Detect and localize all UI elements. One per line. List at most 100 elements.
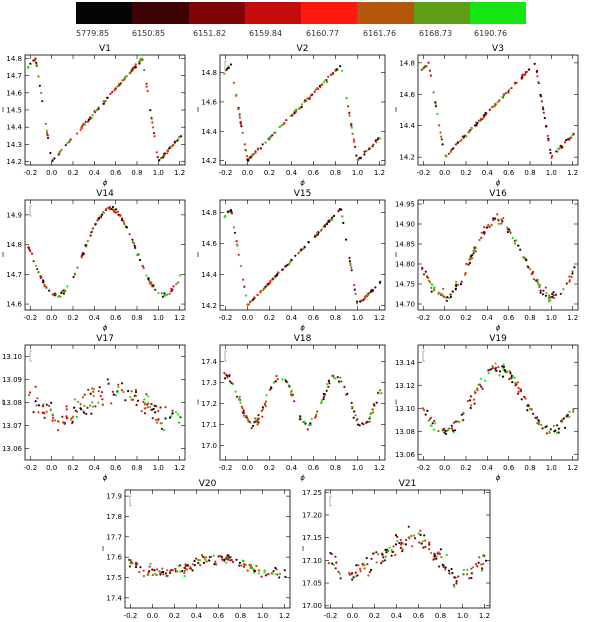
data-point: [264, 285, 267, 288]
data-point: [325, 222, 328, 225]
x-axis-label: ϕ: [103, 179, 108, 187]
data-point: [92, 390, 95, 393]
data-point: [385, 551, 388, 554]
data-point: [39, 275, 42, 278]
data-point: [48, 289, 51, 292]
data-point: [160, 571, 163, 574]
data-point: [157, 417, 160, 421]
y-tick-label: 17.4: [106, 594, 122, 602]
data-point: [41, 100, 44, 103]
data-point: [500, 218, 503, 221]
data-point: [470, 257, 474, 260]
data-point: [364, 296, 367, 299]
data-point: [480, 567, 484, 570]
error-bar: [29, 205, 32, 217]
data-point: [264, 400, 268, 403]
data-point: [542, 108, 545, 111]
data-point: [367, 292, 370, 295]
data-point: [229, 63, 233, 66]
data-point: [160, 157, 163, 160]
data-point: [75, 132, 79, 135]
data-point: [39, 276, 42, 280]
x-tick-label: 0.0: [46, 464, 57, 472]
data-point: [253, 569, 256, 572]
data-point: [256, 148, 259, 151]
y-axis-label: I: [395, 399, 397, 407]
colorbar-segment: [469, 2, 526, 24]
data-point: [547, 139, 550, 142]
data-point: [473, 246, 476, 250]
data-point: [136, 562, 139, 565]
data-point: [369, 416, 372, 419]
data-point: [540, 100, 544, 103]
data-point: [508, 228, 511, 231]
data-point: [350, 124, 353, 127]
epoch-label: 6160.77: [306, 29, 340, 38]
data-point: [116, 210, 119, 213]
panel-title: V20: [199, 479, 217, 489]
x-tick-label: 0.8: [524, 169, 535, 177]
data-point: [143, 407, 146, 410]
data-point: [109, 92, 112, 95]
data-point: [440, 138, 443, 141]
x-tick-label: 0.2: [67, 314, 78, 322]
data-point: [303, 100, 306, 104]
epoch-colorbar: [76, 2, 526, 24]
data-point: [57, 295, 60, 298]
y-axis-label: I: [2, 251, 4, 259]
data-point: [555, 431, 559, 435]
data-point: [417, 532, 420, 535]
data-point: [381, 552, 384, 555]
x-tick-label: 0.4: [89, 314, 101, 322]
y-tick-label: 14.90: [395, 221, 415, 229]
data-point: [306, 428, 309, 431]
data-point: [229, 559, 232, 562]
data-point: [350, 126, 353, 129]
data-point: [105, 208, 108, 211]
data-point: [293, 112, 296, 115]
x-tick-label: 0.2: [264, 314, 275, 322]
data-point: [370, 288, 373, 292]
data-point: [74, 409, 77, 412]
data-point: [571, 270, 574, 273]
data-point: [356, 158, 360, 161]
panel-title: V14: [96, 189, 114, 199]
data-point: [364, 422, 368, 425]
y-tick-label: 14.3: [6, 141, 22, 149]
data-point: [369, 290, 372, 293]
data-point: [490, 223, 493, 226]
data-point: [556, 424, 559, 427]
x-tick-label: 1.2: [174, 464, 185, 472]
data-point: [372, 143, 375, 146]
data-point: [345, 238, 348, 241]
data-point: [468, 261, 472, 264]
data-point: [506, 226, 509, 229]
data-point: [293, 110, 296, 113]
data-point: [470, 254, 473, 257]
data-point: [502, 94, 505, 97]
data-point: [268, 136, 271, 139]
data-point: [247, 157, 250, 160]
data-point: [527, 68, 531, 71]
data-point: [290, 389, 293, 392]
data-point: [189, 567, 192, 570]
data-point: [448, 572, 451, 575]
data-point: [177, 421, 181, 424]
data-point: [433, 289, 436, 292]
data-point: [564, 426, 567, 429]
data-point: [375, 141, 378, 144]
data-point: [164, 406, 167, 409]
data-point: [81, 252, 84, 255]
data-point: [437, 291, 440, 294]
data-point: [97, 401, 100, 404]
data-point: [32, 59, 35, 62]
data-point: [450, 148, 454, 151]
data-point: [162, 155, 165, 158]
data-point: [376, 138, 379, 141]
data-point: [371, 289, 374, 292]
data-point: [298, 418, 301, 421]
data-point: [319, 229, 322, 232]
data-point: [287, 263, 291, 266]
